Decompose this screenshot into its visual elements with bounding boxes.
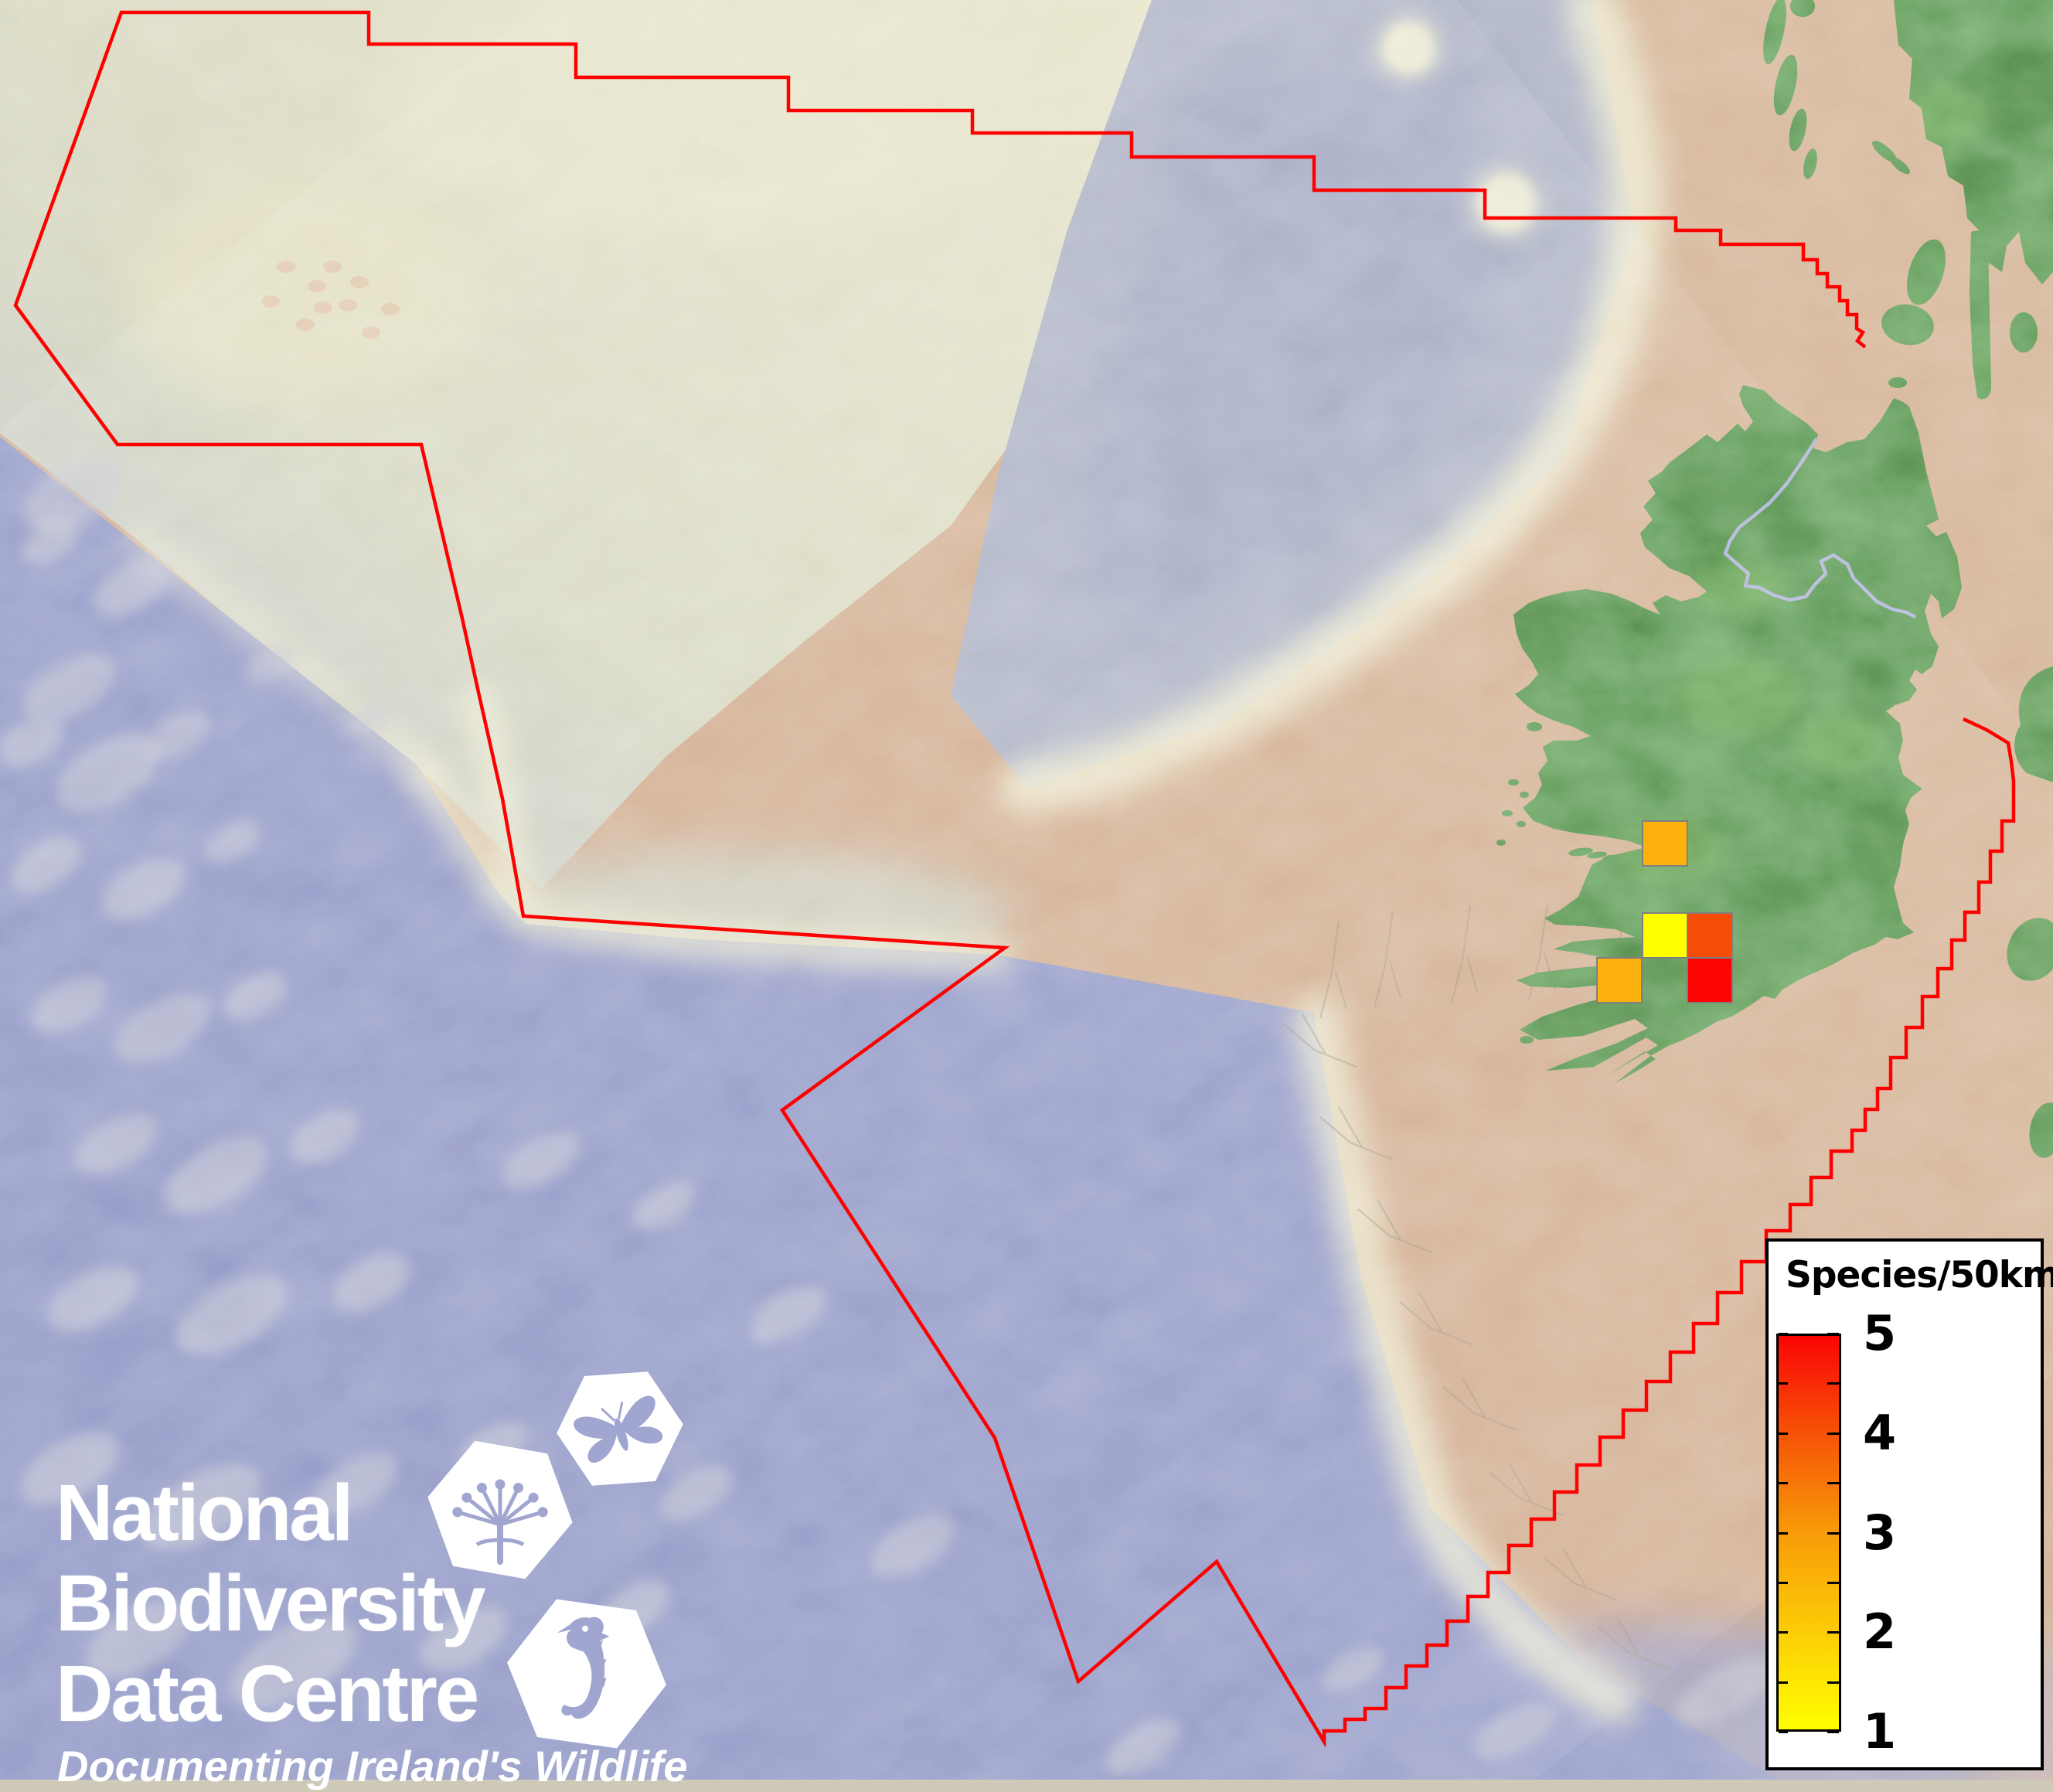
species-grid-cell [1642, 912, 1688, 959]
legend-tick-mark [1779, 1482, 1788, 1485]
legend-tick-mark [1827, 1333, 1839, 1335]
legend-tick-mark [1827, 1432, 1839, 1435]
butterfly-icon [574, 1395, 663, 1463]
legend-tick-mark [1827, 1631, 1839, 1634]
logo-line-1: National [56, 1468, 353, 1557]
species-grid-cell [1687, 912, 1733, 959]
legend-tick-mark [1779, 1581, 1788, 1584]
species-grid-layer [1596, 820, 1733, 1003]
legend-tick-mark [1779, 1731, 1788, 1733]
species-grid-cell [1642, 820, 1688, 867]
seahorse-icon [557, 1617, 610, 1719]
logo-hexagon-seahorse [507, 1599, 666, 1749]
legend-tick-mark [1779, 1681, 1788, 1684]
legend-tick-mark [1779, 1382, 1788, 1385]
nbdc-logo-text: National Biodiversity Data Centre [56, 1467, 486, 1739]
legend-title: Species/50km [1786, 1254, 2053, 1296]
species-grid-cell [1596, 957, 1643, 1003]
legend-tick-mark [1779, 1333, 1788, 1335]
logo-line-3: Data Centre [56, 1649, 479, 1738]
designated-area-boundary-line [13, 10, 2016, 1749]
nbdc-logo-tagline: Documenting Ireland's Wildlife [57, 1742, 688, 1790]
legend-tick-mark [1779, 1432, 1788, 1435]
plant-umbel-icon [452, 1479, 548, 1565]
legend-tick-mark [1827, 1382, 1839, 1385]
legend-tick-mark [1827, 1482, 1839, 1485]
legend-tick-mark [1827, 1681, 1839, 1684]
logo-line-2: Biodiversity [56, 1559, 486, 1647]
legend-tick-mark [1827, 1531, 1839, 1535]
legend-tick-mark [1779, 1531, 1788, 1535]
nbdc-logo-hexagons [427, 1371, 683, 1749]
legend-tick-mark [1827, 1581, 1839, 1584]
species-grid-cell [1687, 957, 1733, 1003]
legend-tick-mark [1779, 1631, 1788, 1634]
legend-tick-mark [1827, 1731, 1839, 1733]
